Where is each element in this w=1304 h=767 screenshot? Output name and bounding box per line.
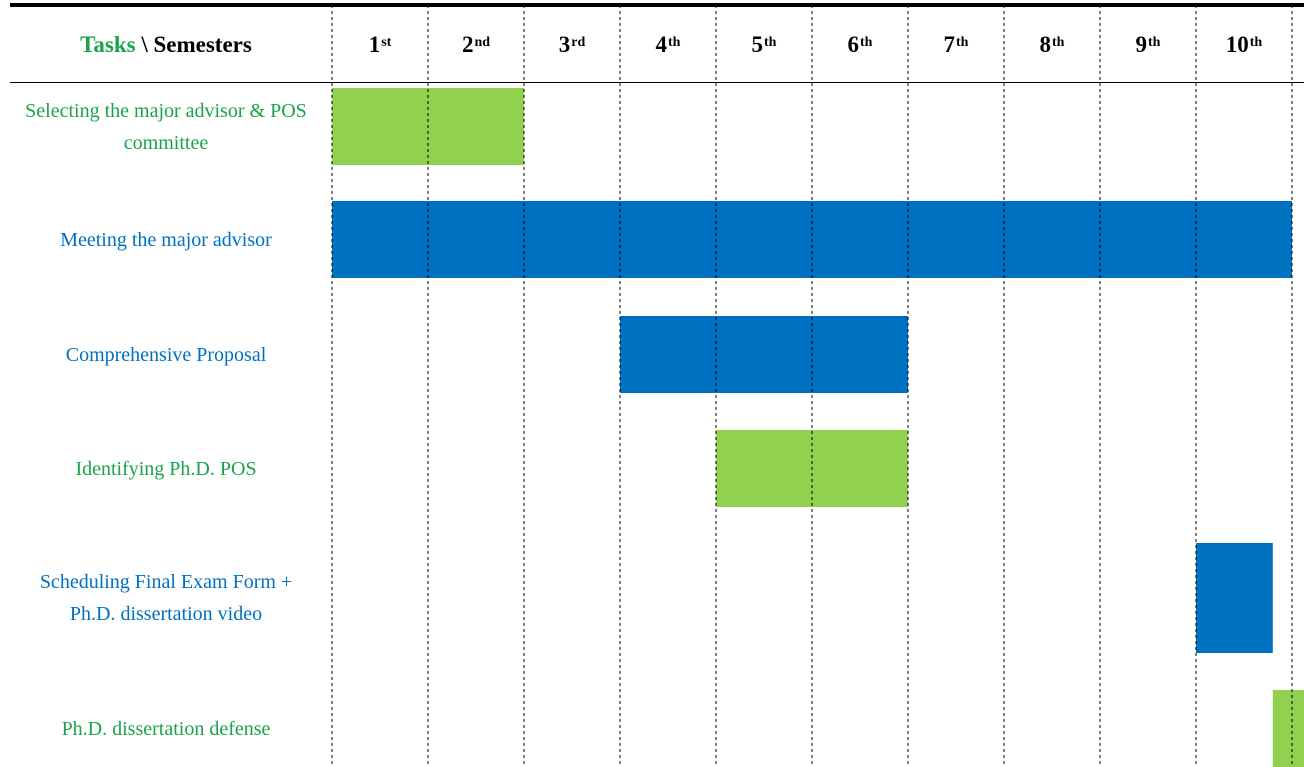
task-label-3: Identifying Ph.D. POS bbox=[75, 457, 257, 480]
task-bar-2 bbox=[620, 316, 908, 393]
top-rule bbox=[10, 3, 1304, 7]
column-header-number: 4 bbox=[655, 32, 668, 57]
header-semesters-word: \ Semesters bbox=[135, 32, 252, 57]
task-label-2: Comprehensive Proposal bbox=[65, 343, 267, 366]
task-bar-4 bbox=[1196, 543, 1273, 653]
column-header-number: 10 bbox=[1225, 32, 1249, 57]
column-header-number: 2 bbox=[461, 32, 474, 57]
column-header-number: 5 bbox=[751, 32, 764, 57]
task-bar-5 bbox=[1272, 690, 1304, 767]
column-header-number: 7 bbox=[943, 32, 956, 57]
column-header-number: 9 bbox=[1135, 32, 1148, 57]
task-label-4: Scheduling Final Exam Form + Ph.D. disse… bbox=[39, 571, 293, 625]
task-label-5: Ph.D. dissertation defense bbox=[61, 717, 271, 740]
task-label-0: Selecting the major advisor & POS commit… bbox=[25, 99, 307, 154]
column-header-number: 8 bbox=[1039, 32, 1052, 57]
column-header-number: 1 bbox=[368, 32, 381, 57]
column-header-number: 3 bbox=[558, 32, 571, 57]
header-tasks-word: Tasks bbox=[80, 32, 136, 57]
header-rule bbox=[10, 82, 1304, 83]
header-label: Tasks \ Semesters bbox=[10, 10, 322, 80]
task-label-1: Meeting the major advisor bbox=[60, 228, 272, 251]
column-header-number: 6 bbox=[847, 32, 860, 57]
